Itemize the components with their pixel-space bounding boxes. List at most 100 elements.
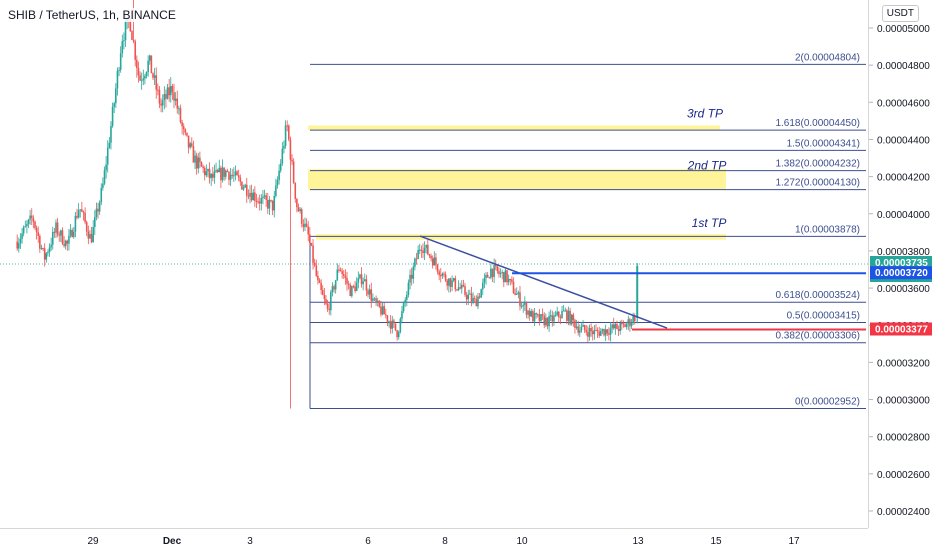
target-band [316, 234, 726, 240]
candle-body [92, 227, 94, 243]
candle-body [504, 270, 507, 283]
fib-level-label: 1.618(0.00004450) [775, 118, 860, 129]
candle-body [291, 159, 293, 162]
candle-body [503, 272, 505, 283]
time-axis[interactable]: 29 Dec 3 6 8 10 13 15 17 [0, 528, 868, 551]
candle-body [26, 223, 28, 227]
chart-area[interactable]: 2(0.00004804) 1.618(0.00004450) 1.5(0.0000… [0, 0, 868, 528]
candle-body [199, 157, 201, 163]
candle-body [574, 320, 576, 328]
candle-body [150, 55, 153, 74]
target-band [308, 125, 720, 131]
candle-body [435, 257, 437, 265]
candle-body [507, 279, 510, 283]
fib-level-label: 0(0.00002952) [795, 396, 860, 407]
candle-body [226, 170, 229, 172]
candle-body [370, 289, 373, 301]
currency-label[interactable]: USDT [881, 5, 919, 22]
price-chart[interactable]: 2(0.00004804) 1.618(0.00004450) 1.5(0.0000… [0, 0, 868, 528]
candle-body [417, 249, 419, 260]
candle-body [233, 175, 235, 177]
candle-body [339, 269, 342, 272]
candle-body [465, 294, 468, 300]
candle-body [132, 39, 135, 42]
candle-body [105, 164, 107, 171]
candle-body [346, 277, 348, 284]
candle-body [39, 235, 41, 249]
candle-body [192, 146, 195, 163]
candle-body [457, 287, 460, 291]
candle-body [420, 249, 423, 251]
candle-body [208, 168, 211, 179]
candle-body [591, 331, 594, 335]
candle-body [294, 182, 297, 199]
candle-body [136, 59, 138, 69]
price-tick-label: 0.00004200 [877, 173, 930, 184]
candle-body [310, 243, 313, 246]
candle-body [373, 298, 376, 300]
candle-body [245, 184, 248, 196]
candle-body [64, 240, 67, 247]
candle-body [604, 329, 607, 336]
candle-body [207, 168, 209, 172]
candle-body [595, 329, 597, 331]
candle-body [279, 163, 282, 171]
candle-body [357, 278, 360, 283]
candle-body [318, 280, 321, 283]
candle-body [249, 192, 251, 197]
candle-body [48, 247, 51, 253]
candle-body [506, 270, 508, 283]
candle-body [317, 275, 319, 281]
candle-body [50, 244, 52, 248]
candle-body [94, 217, 96, 228]
candle-body [540, 314, 542, 321]
price-badge-bg [870, 322, 932, 336]
candle-body [512, 281, 515, 294]
candle-body [152, 73, 154, 78]
candle-body [129, 19, 132, 32]
candle-body [441, 273, 444, 276]
time-axis-ticks: 29 Dec 3 6 8 10 13 15 17 [87, 536, 800, 547]
candle-body [561, 311, 563, 319]
candle-body [68, 235, 70, 244]
candle-body [29, 215, 31, 220]
candle-body [462, 284, 465, 287]
candle-body [326, 303, 329, 309]
candle-body [74, 215, 77, 232]
candle-body [331, 286, 334, 292]
price-axis[interactable]: USDT 0.00005000 0.00004800 0.00004600 0.000… [868, 0, 932, 528]
candle-body [585, 329, 588, 333]
candle-body [352, 286, 355, 288]
candle-body [24, 226, 27, 228]
candle-body [383, 306, 385, 315]
candle-body [410, 274, 413, 279]
price-tick-label: 0.00005000 [877, 24, 930, 35]
candle-body [223, 167, 225, 177]
candle-body [189, 143, 191, 148]
candle-body [203, 168, 206, 176]
candle-body [18, 243, 20, 249]
candle-body [268, 199, 271, 209]
candle-body [191, 143, 193, 147]
candle-body [210, 173, 212, 179]
candle-body [239, 177, 242, 182]
candle-body [514, 293, 516, 295]
candle-body [524, 303, 526, 305]
candle-body [284, 125, 287, 146]
candle-body [115, 88, 117, 104]
candle-body [362, 281, 364, 285]
candle-body [97, 208, 99, 212]
candle-body [412, 266, 415, 279]
candle-body [566, 310, 568, 321]
candle-body [543, 315, 546, 326]
breakout-candle-body [636, 265, 639, 318]
candle-body [229, 174, 232, 180]
candle-body [587, 332, 589, 337]
candle-body [292, 161, 295, 183]
candle-body [289, 139, 292, 160]
candle-body [569, 310, 571, 325]
candle-body [459, 287, 461, 289]
price-badge-bg [870, 266, 932, 280]
candle-body [313, 262, 316, 266]
candle-body [102, 183, 104, 188]
